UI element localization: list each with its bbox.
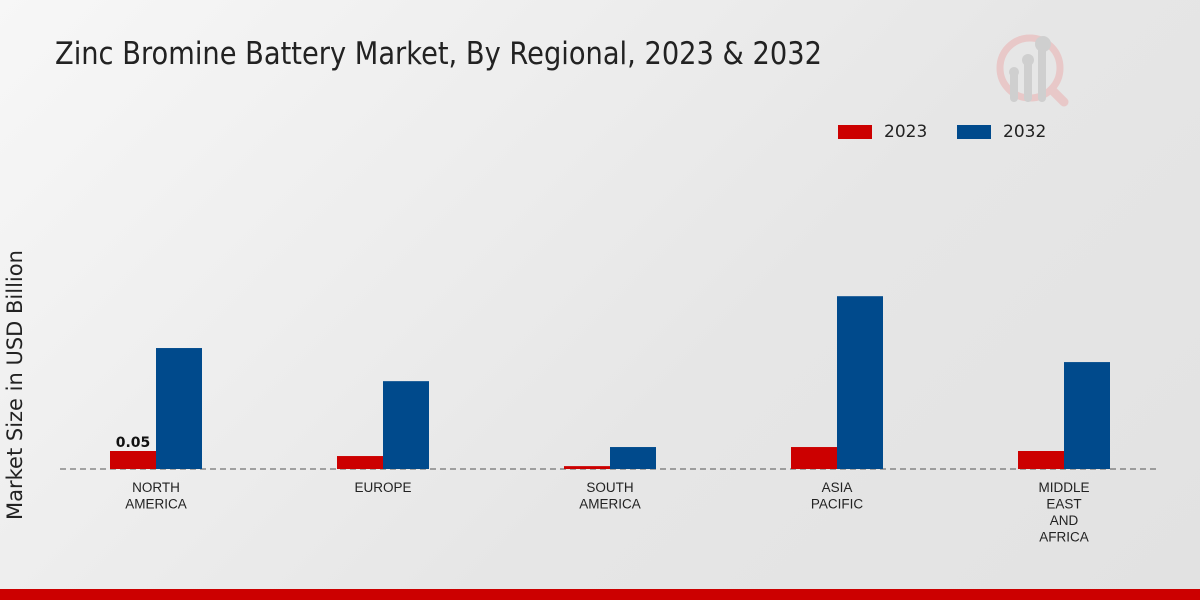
footer-bar	[0, 589, 1200, 600]
bar-2023-0	[110, 451, 156, 469]
chart-title: Zinc Bromine Battery Market, By Regional…	[55, 36, 822, 72]
bar-2023-4	[1018, 451, 1064, 469]
legend-swatch-2023	[838, 125, 872, 139]
legend-label-2032: 2032	[1003, 122, 1047, 142]
legend-swatch-2032	[957, 125, 991, 139]
bar-2023-2	[564, 466, 610, 469]
x-tick-label: NORTH AMERICA	[125, 480, 187, 512]
legend-item-2023: 2023	[838, 122, 927, 142]
legend-item-2032: 2032	[957, 122, 1046, 142]
legend-label-2023: 2023	[884, 122, 928, 142]
bar-2032-3	[837, 296, 883, 469]
bar-2023-1	[337, 456, 383, 469]
bar-2032-0	[156, 348, 202, 469]
x-tick-label: SOUTH AMERICA	[579, 480, 641, 512]
bar-2032-2	[610, 447, 656, 469]
bar-2032-4	[1064, 362, 1110, 469]
data-label: 0.05	[116, 435, 151, 451]
x-tick-label: EUROPE	[354, 480, 411, 495]
x-tick-label: ASIA PACIFIC	[811, 480, 864, 512]
x-tick-label: MIDDLE EAST AND AFRICA	[1038, 480, 1089, 545]
bar-2023-3	[791, 447, 837, 469]
bar-2032-1	[383, 381, 429, 469]
